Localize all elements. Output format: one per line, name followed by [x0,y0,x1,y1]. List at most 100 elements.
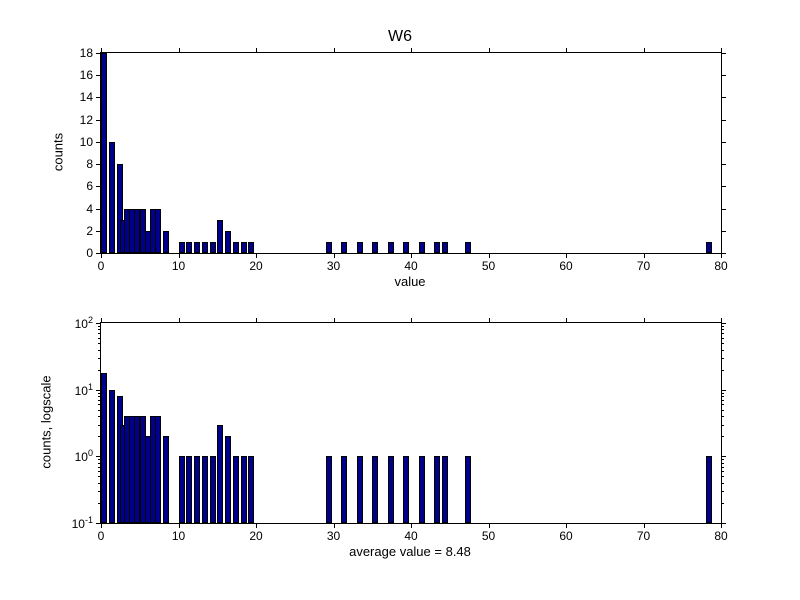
bar [210,242,216,253]
x-tick-label: 50 [482,529,495,543]
x-tick [644,48,645,53]
y-tick [721,323,726,324]
y-minor-tick [98,329,101,330]
y-minor-tick [721,459,724,460]
x-tick [256,48,257,53]
bar [155,209,161,253]
x-tick [411,318,412,323]
y-minor-tick [721,436,724,437]
y-tick-label: 4 [86,202,93,216]
y-tick [721,231,726,232]
bar [372,456,378,523]
bar [194,242,200,253]
y-tick-label: 2 [86,224,93,238]
bar [357,456,363,523]
bar [419,242,425,253]
bar [372,242,378,253]
x-tick-label: 80 [714,529,727,543]
x-tick [179,523,180,528]
x-tick [489,253,490,258]
y-minor-tick [721,338,724,339]
x-tick [644,523,645,528]
bar [403,242,409,253]
y-tick-label: 0 [86,246,93,260]
y-tick-label: 10-1 [72,515,93,531]
y-minor-tick [721,400,724,401]
x-tick-label: 60 [559,529,572,543]
y-tick [721,75,726,76]
bar [706,242,712,253]
x-tick [179,318,180,323]
y-minor-tick [721,329,724,330]
y-tick [96,253,101,254]
y-tick-label: 18 [80,46,93,60]
x-tick [489,318,490,323]
y-minor-tick [721,425,724,426]
y-minor-tick [721,404,724,405]
x-tick [256,523,257,528]
x-tick [411,523,412,528]
bar [465,456,471,523]
y-tick-label: 6 [86,179,93,193]
x-tick [334,253,335,258]
x-tick [566,48,567,53]
bar [241,242,247,253]
y-minor-tick [721,333,724,334]
x-tick [256,318,257,323]
x-tick-label: 40 [404,529,417,543]
bar [248,456,254,523]
bar [706,456,712,523]
bar [202,242,208,253]
top-chart-ylabel: counts [51,133,66,171]
x-tick [566,318,567,323]
x-tick-label: 10 [172,529,185,543]
x-tick-label: 30 [327,529,340,543]
y-minor-tick [98,350,101,351]
bar [233,456,239,523]
y-minor-tick [721,491,724,492]
bar [403,456,409,523]
x-tick [334,48,335,53]
bar [179,456,185,523]
y-minor-tick [721,343,724,344]
y-minor-tick [98,358,101,359]
y-minor-tick [721,476,724,477]
bar [210,456,216,523]
y-minor-tick [721,471,724,472]
bar [341,242,347,253]
y-minor-tick [98,333,101,334]
bar [163,231,169,253]
y-minor-tick [721,350,724,351]
y-minor-tick [721,463,724,464]
top-chart-xlabel: value [394,274,425,289]
x-tick [644,253,645,258]
x-tick-label: 40 [404,259,417,273]
y-minor-tick [98,343,101,344]
x-tick [566,523,567,528]
bar [217,425,223,523]
x-tick [101,318,102,323]
y-tick-label: 102 [75,315,93,331]
y-tick [721,209,726,210]
x-tick-label: 70 [637,529,650,543]
x-tick-label: 20 [249,259,262,273]
bar [101,373,107,523]
y-tick [721,142,726,143]
bar [326,456,332,523]
y-minor-tick [721,370,724,371]
x-tick [644,318,645,323]
y-minor-tick [721,410,724,411]
bar [442,456,448,523]
y-tick-label: 12 [80,113,93,127]
x-tick [334,318,335,323]
x-tick [101,523,102,528]
bar [225,436,231,523]
bar [194,456,200,523]
bar [434,456,440,523]
y-tick-label: 10 [80,135,93,149]
y-tick-label: 14 [80,90,93,104]
bar [109,142,115,253]
bottom-chart-xlabel: average value = 8.48 [349,544,471,559]
bar [186,242,192,253]
y-minor-tick [721,326,724,327]
